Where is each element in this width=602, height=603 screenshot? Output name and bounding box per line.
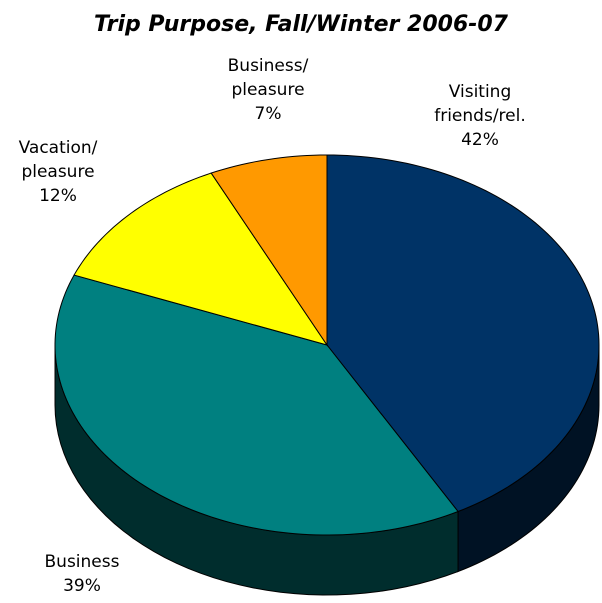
slice-label: Business/ pleasure 7% <box>203 54 333 126</box>
pie-slice <box>326 154 600 513</box>
pie-slice <box>54 274 459 536</box>
category-label: Vacation/ pleasure <box>18 138 98 182</box>
value-label: 39% <box>63 576 101 596</box>
slice-label: Visiting friends/rel. 42% <box>415 80 545 152</box>
category-label: Business <box>44 552 120 572</box>
category-label: Business/ pleasure <box>227 56 309 100</box>
category-label: Visiting friends/rel. <box>434 82 526 126</box>
pie-slice <box>210 154 328 347</box>
pie-slice <box>73 172 329 346</box>
slice-label: Business 39% <box>17 550 147 598</box>
chart-title: Trip Purpose, Fall/Winter 2006-07 <box>94 12 508 37</box>
slice-label: Vacation/ pleasure 12% <box>0 136 123 208</box>
value-label: 42% <box>461 130 499 150</box>
value-label: 12% <box>39 186 77 206</box>
value-label: 7% <box>254 104 282 124</box>
